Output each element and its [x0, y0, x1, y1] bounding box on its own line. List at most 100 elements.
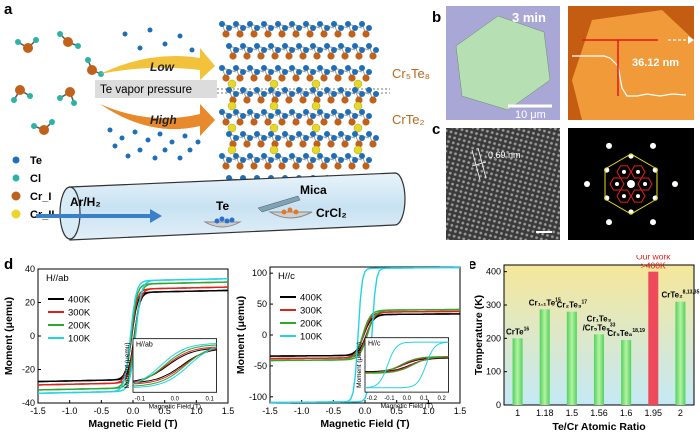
te-atom [317, 135, 323, 141]
panel-b-label: b [432, 9, 441, 26]
y-tick-label: 40 [25, 264, 35, 274]
te-atom [254, 131, 260, 137]
te-atom [275, 109, 281, 115]
x-tick-label: 1.5 [454, 406, 467, 416]
te-icon [12, 156, 20, 164]
x-tick-label: 1.0 [422, 406, 435, 416]
te-atom [331, 109, 337, 115]
te-atom [282, 43, 288, 49]
te-atom [345, 135, 351, 141]
x-tick-label: -1.0 [62, 406, 78, 416]
legend-label: 400K [68, 295, 91, 306]
te-atom [359, 135, 365, 141]
inset-x-tick: 0.1 [420, 396, 429, 402]
cl-icon [12, 174, 20, 182]
te-atom [268, 131, 274, 137]
saed-pattern [568, 128, 694, 240]
panel-e: e 0 100 200 300 400 1 CrTe16 1.18 Cr₁.₁Te15 1.5 Cr… [470, 255, 700, 433]
cr-atom [292, 118, 300, 126]
red-hexagon [630, 165, 646, 179]
cr2-atom [227, 79, 237, 89]
te-atom [268, 113, 274, 119]
cr2-atom [311, 123, 321, 133]
boat-te-label: Te [216, 199, 229, 213]
cr-atom [250, 162, 258, 170]
diffraction-spot [643, 182, 647, 186]
cr-atom [257, 96, 265, 104]
bar [621, 340, 632, 405]
cr-atom [257, 52, 265, 60]
te-atom [226, 43, 232, 49]
cr-atom [271, 140, 279, 148]
te-atom [268, 87, 274, 93]
te-atom [352, 113, 358, 119]
te-atom [310, 87, 316, 93]
te-atom [359, 153, 365, 159]
diffraction-spot [672, 181, 678, 187]
inset-series-line [132, 343, 217, 385]
scalebar-label: 10 μm [515, 109, 546, 121]
cr2-atom [353, 123, 363, 133]
te-atom [247, 21, 253, 27]
y-tick-label: 50 [257, 299, 267, 309]
y-tick-label: -100 [249, 392, 267, 402]
x-tick-label: 1.56 [590, 408, 608, 418]
te-atom [282, 25, 288, 31]
te-atom [296, 25, 302, 31]
te-atom [352, 87, 358, 93]
te-atom [303, 153, 309, 159]
diffraction-spot [615, 182, 619, 186]
legend-cl: Cl [30, 173, 41, 185]
series-line [38, 281, 228, 391]
y-tick-label: 300 [486, 300, 501, 310]
te-atom [296, 131, 302, 137]
te-atom [254, 113, 260, 119]
te-atom [268, 25, 274, 31]
inset-x-label: Magnetic Field (T) [381, 403, 433, 410]
y-axis-label: Temperature (K) [473, 295, 485, 375]
te-atom [331, 21, 337, 27]
cr2-atom [353, 145, 363, 155]
te-atom [254, 157, 260, 163]
te-atom [261, 91, 267, 97]
cr-atom [334, 30, 342, 38]
te-atom [289, 135, 295, 141]
x-tick-label: 1.6 [620, 408, 633, 418]
te-atom [240, 87, 246, 93]
te-atom [310, 25, 316, 31]
cr-atom [264, 74, 272, 82]
y-tick-label: -50 [254, 361, 267, 371]
series-line [270, 266, 460, 404]
inset-x-tick: -0.1 [384, 396, 395, 402]
cr-atom [243, 96, 251, 104]
te-atom [233, 153, 239, 159]
te-atom [268, 157, 274, 163]
te-atom [233, 109, 239, 115]
cr-atom [369, 96, 377, 104]
te-atom [254, 69, 260, 75]
te-atom [226, 69, 232, 75]
bar-label: Cr₅Te₈18,19 [607, 328, 645, 338]
cr-atom [341, 96, 349, 104]
direction-label: H//c [278, 271, 295, 282]
bar [648, 271, 659, 405]
te-atom [240, 131, 246, 137]
panel-bc: b 3 min 10 μm 36.12 nm c [432, 0, 700, 250]
cr-atom [320, 74, 328, 82]
series-line [37, 278, 229, 394]
cr1-icon [11, 191, 21, 201]
cr-atom [341, 52, 349, 60]
te-atom [317, 153, 323, 159]
te-atom [240, 25, 246, 31]
diffraction-spot [650, 219, 656, 226]
te-atom [233, 65, 239, 71]
te-atom [261, 135, 267, 141]
te-atom [317, 47, 323, 53]
te-atom [226, 157, 232, 163]
te-atom [324, 69, 330, 75]
y-tick-label: 0 [30, 331, 35, 341]
phase-bottom-label: CrTe₂ [392, 112, 425, 127]
x-tick-label: -1.5 [262, 406, 278, 416]
cr-atom [362, 118, 370, 126]
cr2-atom [311, 145, 321, 155]
